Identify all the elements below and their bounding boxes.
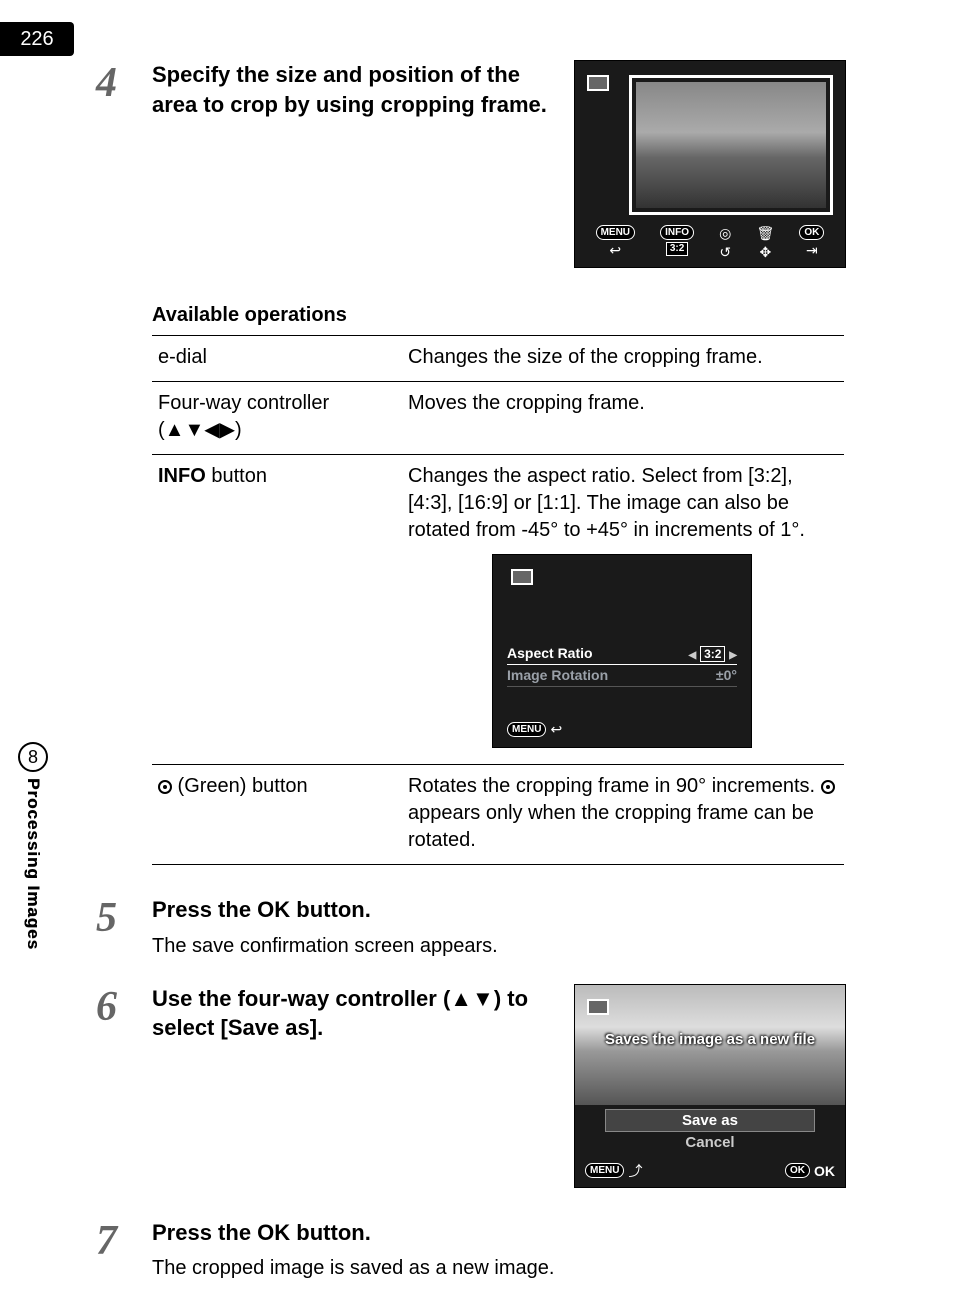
- ok-pill: OK: [799, 225, 824, 240]
- save-overlay-text: Saves the image as a new file: [575, 1031, 845, 1048]
- aspect-ratio-lcd: Aspect Ratio ◀ 3:2 ▶ Image Rotation ±0° …: [492, 554, 752, 748]
- back-arrow-icon: ↩: [609, 242, 621, 259]
- op-control: INFO button: [152, 455, 402, 765]
- image-icon: [587, 75, 609, 91]
- step-5-number: 5: [96, 895, 152, 958]
- cropping-lcd-preview: MENU ↩ INFO 3:2 ◎ ↺ 🗑 ✥: [574, 60, 846, 268]
- step-7-number: 7: [96, 1218, 152, 1281]
- green-dot-icon: [158, 780, 172, 794]
- green-desc-b: appears only when the cropping frame can…: [408, 802, 814, 851]
- image-icon: [587, 999, 609, 1015]
- menu-pill: MENU: [585, 1163, 624, 1178]
- back-arrow-icon: ↩: [550, 720, 562, 739]
- info-label: INFO: [158, 465, 206, 487]
- save-as-option: Save as: [605, 1109, 815, 1132]
- move-icon: ✥: [760, 244, 772, 261]
- chapter-number: 8: [18, 742, 48, 772]
- step-6: 6 Use the four-way controller (▲▼) to se…: [96, 984, 846, 1188]
- aspect-ratio-value: 3:2: [700, 646, 725, 662]
- step-7-desc: The cropped image is saved as a new imag…: [152, 1257, 846, 1280]
- table-row: INFO button Changes the aspect ratio. Se…: [152, 455, 844, 765]
- ok-text: OK: [814, 1163, 835, 1179]
- left-arrow-icon: ◀: [688, 650, 696, 661]
- op-desc: Changes the aspect ratio. Select from [3…: [402, 455, 844, 765]
- step-4-number: 4: [96, 60, 152, 268]
- op-control: Four-way controller (▲▼◀▶): [152, 382, 402, 455]
- enter-icon: ⇥: [806, 242, 818, 259]
- step-7-heading-c: button.: [290, 1220, 371, 1245]
- step-5: 5 Press the OK button. The save confirma…: [96, 895, 846, 958]
- back-arrow-icon: ⤴: [628, 1161, 642, 1181]
- chapter-side-tab: 8 Processing Images: [14, 742, 52, 950]
- op-control: e-dial: [152, 336, 402, 382]
- image-rotation-label: Image Rotation: [507, 666, 608, 685]
- image-rotation-value: ±0°: [716, 666, 737, 685]
- button-suffix: button: [206, 465, 267, 487]
- page-number: 226: [0, 22, 74, 56]
- aspect-ratio-label: Aspect Ratio: [507, 644, 593, 663]
- save-as-lcd: Saves the image as a new file Save as Ca…: [574, 984, 846, 1188]
- trash-icon: 🗑: [757, 225, 775, 242]
- step-6-number: 6: [96, 984, 152, 1188]
- ok-label: OK: [257, 1220, 290, 1245]
- op-desc: Moves the cropping frame.: [402, 382, 844, 455]
- cancel-option: Cancel: [575, 1132, 845, 1153]
- step-7: 7 Press the OK button. The cropped image…: [96, 1218, 846, 1281]
- step-5-heading-a: Press the: [152, 897, 257, 922]
- ok-pill: OK: [785, 1163, 810, 1178]
- info-pill: INFO: [660, 225, 694, 240]
- table-row: Four-way controller (▲▼◀▶) Moves the cro…: [152, 382, 844, 455]
- ok-label: OK: [257, 897, 290, 922]
- green-dot-icon: [821, 780, 835, 794]
- op-control: (Green) button: [152, 765, 402, 865]
- green-desc-a: Rotates the cropping frame in 90° increm…: [408, 775, 821, 797]
- table-row: (Green) button Rotates the cropping fram…: [152, 765, 844, 865]
- chapter-title: Processing Images: [23, 778, 43, 950]
- crop-frame: [629, 75, 833, 215]
- crop-image: [636, 82, 826, 208]
- step-5-heading-c: button.: [290, 897, 371, 922]
- step-5-desc: The save confirmation screen appears.: [152, 935, 846, 958]
- green-circle-icon: ◎: [719, 225, 731, 242]
- info-desc: Changes the aspect ratio. Select from [3…: [408, 465, 805, 541]
- step-4-heading: Specify the size and position of the are…: [152, 60, 558, 119]
- step-4: 4 Specify the size and position of the a…: [96, 60, 846, 268]
- green-button-suffix: (Green) button: [172, 775, 308, 797]
- op-desc: Changes the size of the cropping frame.: [402, 336, 844, 382]
- operations-table: e-dial Changes the size of the cropping …: [152, 335, 844, 865]
- step-6-heading: Use the four-way controller (▲▼) to sele…: [152, 984, 562, 1043]
- ratio-badge: 3:2: [666, 242, 688, 256]
- step-7-heading-a: Press the: [152, 1220, 257, 1245]
- image-icon: [511, 569, 533, 585]
- op-desc: Rotates the cropping frame in 90° increm…: [402, 765, 844, 865]
- rotate-icon: ↺: [719, 244, 731, 261]
- right-arrow-icon: ▶: [729, 650, 737, 661]
- available-operations-heading: Available operations: [152, 304, 846, 327]
- table-row: e-dial Changes the size of the cropping …: [152, 336, 844, 382]
- menu-pill: MENU: [507, 722, 546, 737]
- menu-pill: MENU: [596, 225, 635, 240]
